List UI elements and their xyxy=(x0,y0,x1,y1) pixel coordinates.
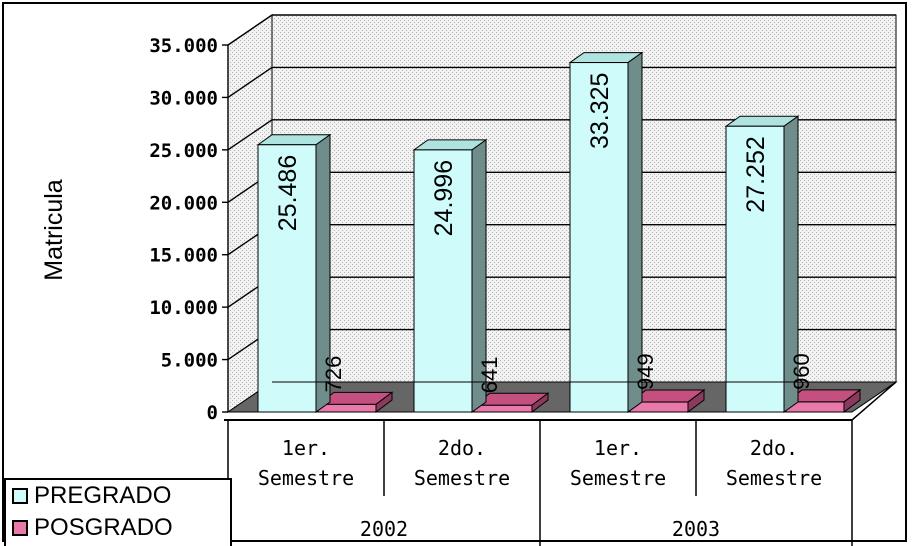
bar-posgrado xyxy=(473,404,533,413)
legend-swatch-posgrado xyxy=(12,520,28,536)
y-tick-label: 35.000 xyxy=(149,35,218,57)
data-label-pregrado: 24.996 xyxy=(430,160,458,236)
bar-pregrado xyxy=(257,144,317,413)
y-axis-label: Matricula xyxy=(40,179,68,281)
category-label-line2: Semestre xyxy=(726,466,822,490)
gridline-side xyxy=(227,119,273,151)
data-label-pregrado: 27.252 xyxy=(742,136,770,212)
bar-pregrado xyxy=(725,125,785,413)
category-label-line1: 2do. xyxy=(438,436,486,460)
gridline-side xyxy=(227,14,273,46)
y-tick-label: 10.000 xyxy=(149,297,218,319)
data-label-posgrado: 641 xyxy=(477,357,502,394)
floor-right-edge xyxy=(851,381,897,421)
category-label-line1: 1er. xyxy=(594,436,642,460)
bar-posgrado xyxy=(317,403,377,413)
legend-swatch-pregrado xyxy=(12,488,28,504)
category-label-line2: Semestre xyxy=(414,466,510,490)
data-label-pregrado: 33.325 xyxy=(586,73,614,149)
legend-label-pregrado: PREGRADO xyxy=(34,482,172,509)
category-label-line2: Semestre xyxy=(570,466,666,490)
y-tick-label: 20.000 xyxy=(149,192,218,214)
bars: 25.486 726 24.996 641 33.325 949 27.252 960 xyxy=(256,51,862,413)
bar-pregrado xyxy=(569,62,629,413)
legend-item-posgrado: POSGRADO xyxy=(4,510,232,546)
y-tick-label: 5.000 xyxy=(161,350,218,372)
category-label-line2: Semestre xyxy=(258,466,354,490)
y-axis: 0 5.000 10.000 15.000 20.000 25.000 30.000 35.0… xyxy=(149,35,229,424)
legend-label-posgrado: POSGRADO xyxy=(34,514,173,541)
group-label: 2002 xyxy=(360,517,408,541)
bar-pregrado xyxy=(413,149,473,413)
data-label-posgrado: 949 xyxy=(633,353,658,390)
category-label-line1: 1er. xyxy=(282,436,330,460)
y-tick-label: 0 xyxy=(207,402,218,424)
data-label-posgrado: 960 xyxy=(789,353,814,390)
data-label-pregrado: 25.486 xyxy=(274,155,302,231)
y-tick-label: 15.000 xyxy=(149,245,218,267)
gridline-side xyxy=(227,66,273,99)
group-label: 2003 xyxy=(672,517,720,541)
y-tick-label: 30.000 xyxy=(149,87,218,109)
legend-item-pregrado: PREGRADO xyxy=(4,478,232,514)
y-tick-label: 25.000 xyxy=(149,140,218,162)
data-label-posgrado: 726 xyxy=(321,356,346,393)
x-axis-table: 1er. Semestre 2do. Semestre 1er. Semestre 2do.… xyxy=(224,381,897,546)
category-label-line1: 2do. xyxy=(750,436,798,460)
